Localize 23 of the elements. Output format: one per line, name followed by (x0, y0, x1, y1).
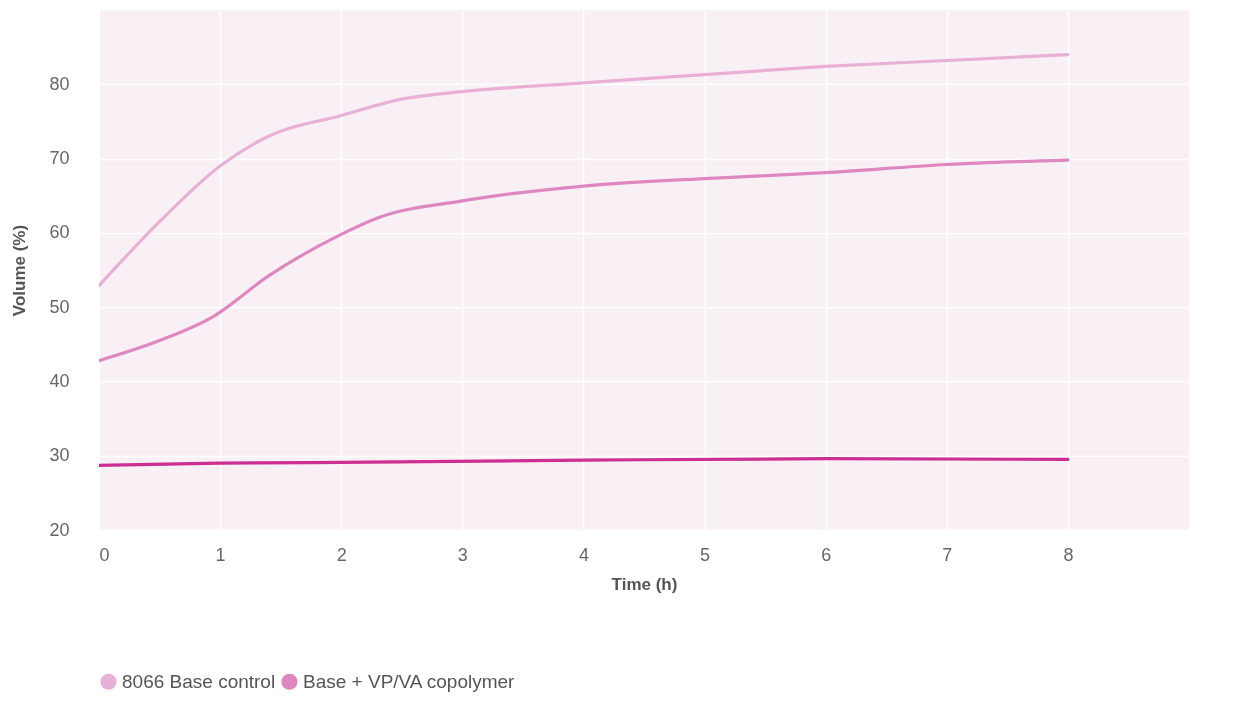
line-series (99, 158, 1070, 363)
y-tick-label: 20 (49, 519, 70, 540)
legend-label: 8066 Base control (122, 670, 276, 692)
y-tick-label: 50 (49, 296, 70, 317)
x-axis-title: Time (h) (611, 574, 678, 594)
y-axis-title: Volume (%) (10, 224, 30, 317)
x-tick-label: 2 (336, 544, 347, 565)
x-tick-label: 8 (1063, 544, 1074, 565)
line-series (99, 52, 1070, 288)
x-tick-label: 5 (700, 544, 711, 565)
y-tick-label: 40 (49, 370, 70, 391)
y-tick-label: 80 (49, 73, 70, 94)
line-series (99, 457, 1070, 467)
x-tick-label: 3 (457, 544, 468, 565)
x-tick-label: 4 (578, 544, 589, 565)
x-tick-label: 1 (215, 544, 226, 565)
x-tick-label: 7 (942, 544, 953, 565)
x-tick-label: 0 (99, 544, 110, 565)
y-tick-label: 60 (49, 222, 70, 243)
y-tick-label: 30 (49, 445, 70, 466)
legend-label: Base + VP/VA copolymer (303, 670, 516, 692)
y-tick-label: 70 (49, 148, 70, 169)
x-tick-label: 6 (821, 544, 832, 565)
